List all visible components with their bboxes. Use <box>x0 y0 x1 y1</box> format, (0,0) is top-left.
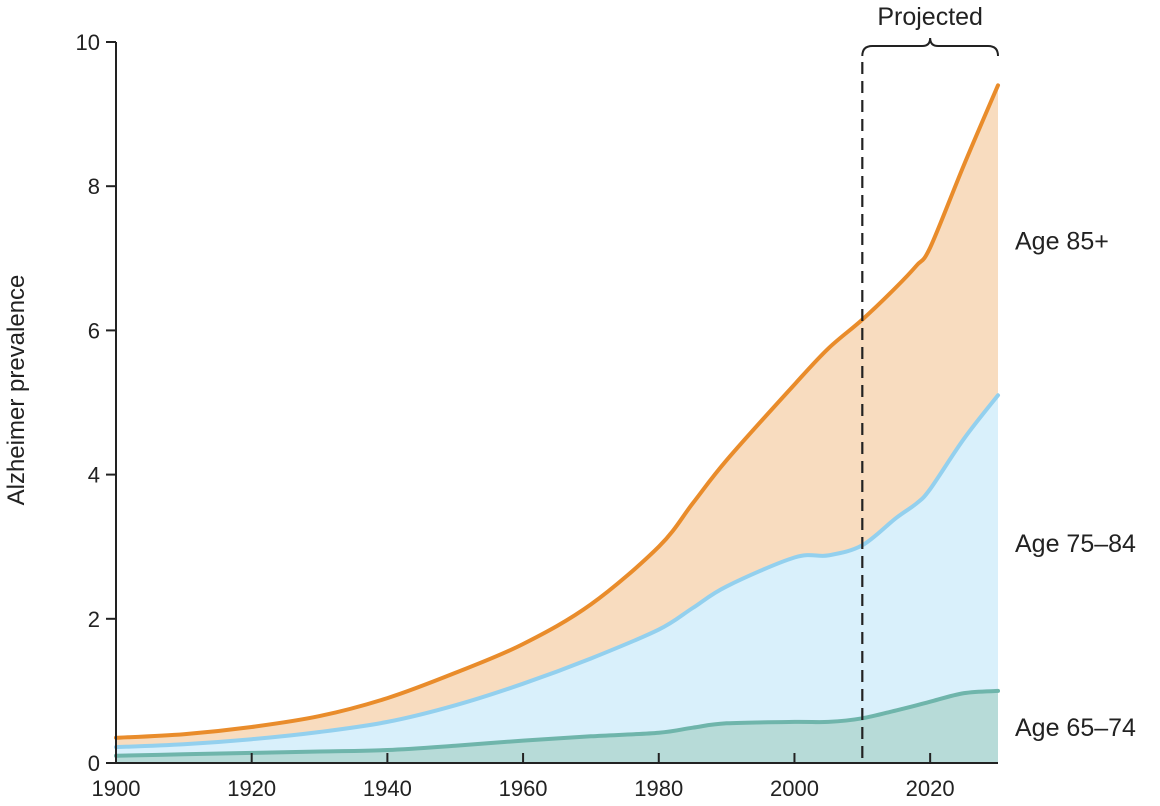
x-tick-label: 1900 <box>92 776 141 801</box>
y-tick-label: 4 <box>88 463 100 488</box>
line-age-65-74 <box>114 688 1000 758</box>
x-tick-label: 1920 <box>227 776 276 801</box>
y-axis-title: Alzheimer prevalence <box>3 275 30 506</box>
y-tick-label: 6 <box>88 318 100 343</box>
line-age-85- <box>114 83 1000 740</box>
line-series-group <box>114 83 1000 758</box>
line-age-75-84 <box>114 393 1000 750</box>
area-age-75-84 <box>116 395 998 763</box>
x-tick-label: 2000 <box>770 776 819 801</box>
y-tick-label: 2 <box>88 607 100 632</box>
y-axis-ticks: 0 2 4 6 8 10 <box>76 30 116 776</box>
series-label-age-85-: Age 85+ <box>1015 227 1109 255</box>
series-label-age-75-84: Age 75–84 <box>1015 530 1136 558</box>
y-tick-label: 0 <box>88 751 100 776</box>
x-tick-label: 2020 <box>906 776 955 801</box>
x-tick-label: 1980 <box>634 776 683 801</box>
projected-label: Projected <box>877 3 983 31</box>
series-labels: Age 65–74 Age 75–84 Age 85+ <box>1015 227 1136 742</box>
x-axis-ticks: 1900 1920 1940 1960 1980 2000 2020 <box>92 753 955 801</box>
projected-brace <box>861 37 999 57</box>
x-tick-label: 1940 <box>363 776 412 801</box>
area-series-group <box>116 85 998 764</box>
area-age-65-74 <box>116 690 998 763</box>
y-tick-label: 8 <box>88 174 100 199</box>
series-label-age-65-74: Age 65–74 <box>1015 714 1136 742</box>
y-tick-label: 10 <box>76 30 100 55</box>
x-tick-label: 1960 <box>499 776 548 801</box>
